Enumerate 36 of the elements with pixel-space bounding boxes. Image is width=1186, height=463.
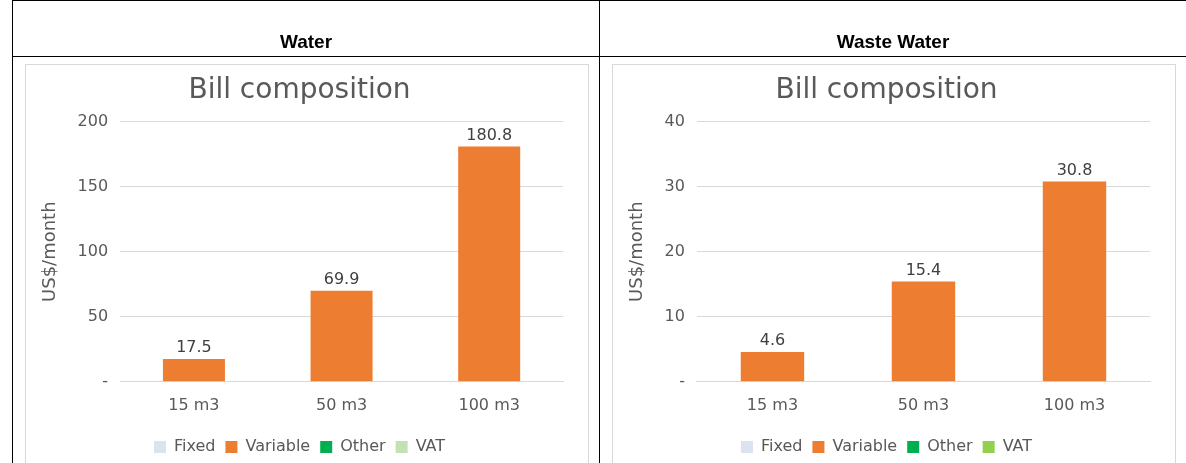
legend-label: VAT (415, 436, 446, 456)
y-tick-label: - (679, 370, 685, 390)
legend-label: Fixed (173, 436, 216, 456)
x-tick-label: 50 m3 (315, 394, 368, 414)
x-tick-label: 50 m3 (897, 394, 950, 414)
legend-label: VAT (1002, 436, 1033, 456)
data-label: 30.8 (1056, 159, 1093, 179)
data-label: 17.5 (176, 337, 212, 357)
y-tick-label: 200 (77, 110, 109, 130)
x-tick-label: 15 m3 (746, 394, 799, 414)
chart-title: Water (13, 28, 599, 57)
y-tick-label: 100 (77, 240, 109, 260)
y-tick-label: 30 (664, 175, 685, 195)
y-tick-label: 40 (664, 110, 685, 130)
x-tick-label: 15 m3 (168, 394, 220, 414)
x-tick-label: 100 m3 (1043, 394, 1106, 414)
chart-title: Waste Water (600, 28, 1186, 57)
data-label: 4.6 (759, 330, 786, 350)
legend-label: Other (340, 436, 387, 456)
legend-label: Fixed (760, 436, 803, 456)
y-tick-label: 10 (664, 305, 685, 325)
chart-subtitle: Bill composition (188, 72, 411, 106)
y-tick-label: - (102, 370, 109, 390)
data-label: 180.8 (466, 124, 513, 144)
chart-subtitle: Bill composition (775, 72, 998, 106)
y-axis-title: US$/month (625, 201, 647, 302)
legend-label: Variable (832, 436, 898, 456)
data-label: 69.9 (323, 269, 360, 289)
y-axis-title: US$/month (38, 201, 60, 302)
y-tick-label: 50 (87, 305, 109, 325)
legend-label: Other (927, 436, 974, 456)
x-tick-label: 100 m3 (458, 394, 520, 414)
y-tick-label: 150 (77, 175, 109, 195)
legend-label: Variable (245, 436, 311, 456)
data-label: 15.4 (905, 259, 942, 279)
y-tick-label: 20 (664, 240, 685, 260)
